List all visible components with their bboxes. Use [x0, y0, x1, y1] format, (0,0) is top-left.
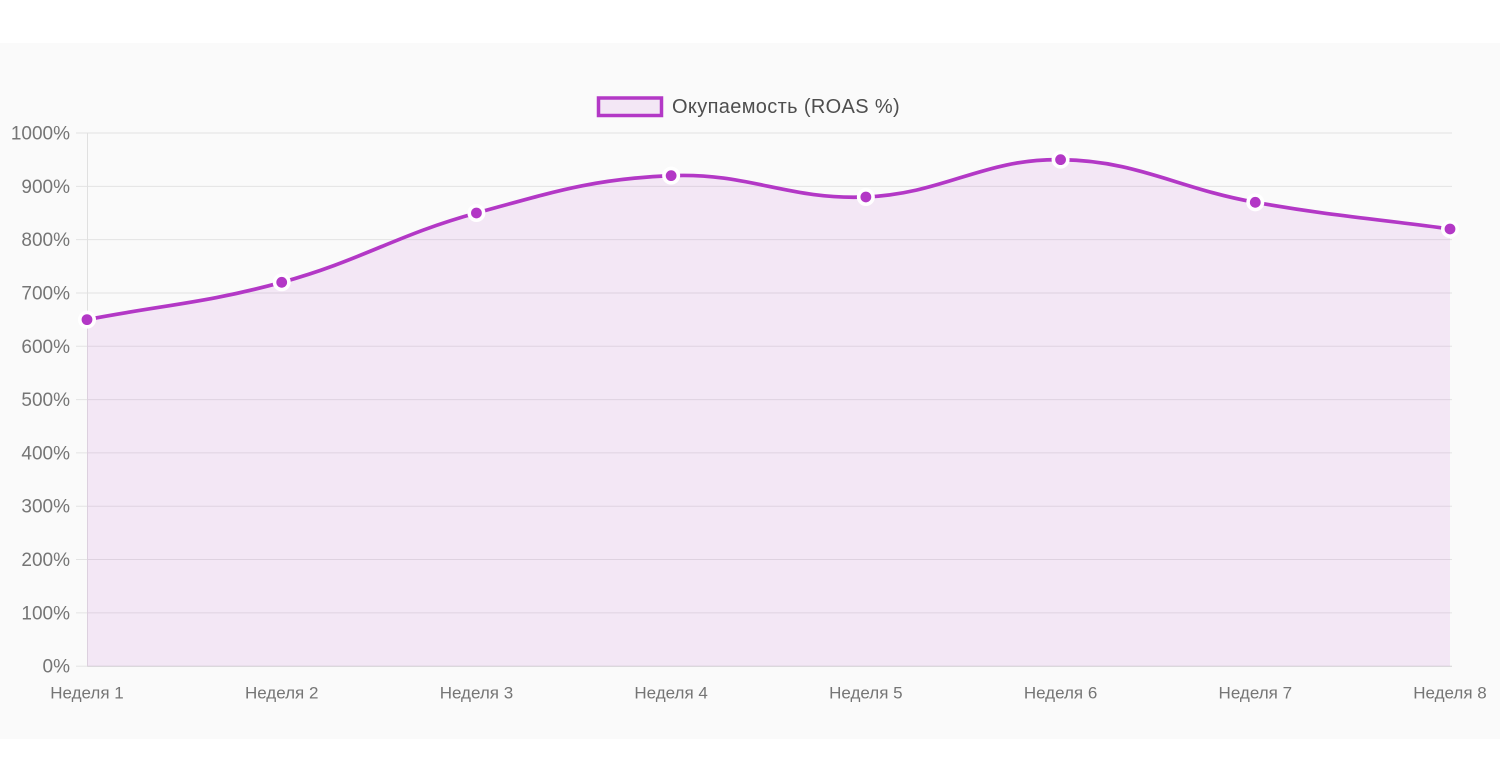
svg-text:700%: 700% [21, 283, 70, 304]
svg-text:Неделя 2: Неделя 2 [245, 683, 318, 702]
svg-text:300%: 300% [21, 497, 70, 518]
svg-text:Неделя 5: Неделя 5 [829, 683, 902, 702]
svg-text:Окупаемость (ROAS %): Окупаемость (ROAS %) [672, 96, 900, 118]
svg-text:500%: 500% [21, 390, 70, 411]
svg-text:900%: 900% [21, 177, 70, 198]
svg-text:800%: 800% [21, 230, 70, 251]
svg-text:100%: 100% [21, 603, 70, 624]
svg-text:Неделя 6: Неделя 6 [1024, 683, 1097, 702]
svg-text:Неделя 8: Неделя 8 [1413, 683, 1486, 702]
svg-text:Неделя 3: Неделя 3 [440, 683, 513, 702]
svg-text:Неделя 4: Неделя 4 [634, 683, 707, 702]
svg-text:400%: 400% [21, 443, 70, 464]
svg-text:600%: 600% [21, 337, 70, 358]
svg-text:Неделя 1: Неделя 1 [50, 683, 123, 702]
svg-text:0%: 0% [43, 657, 71, 678]
svg-text:1000%: 1000% [11, 124, 70, 145]
svg-text:Неделя 7: Неделя 7 [1219, 683, 1292, 702]
svg-text:200%: 200% [21, 550, 70, 571]
